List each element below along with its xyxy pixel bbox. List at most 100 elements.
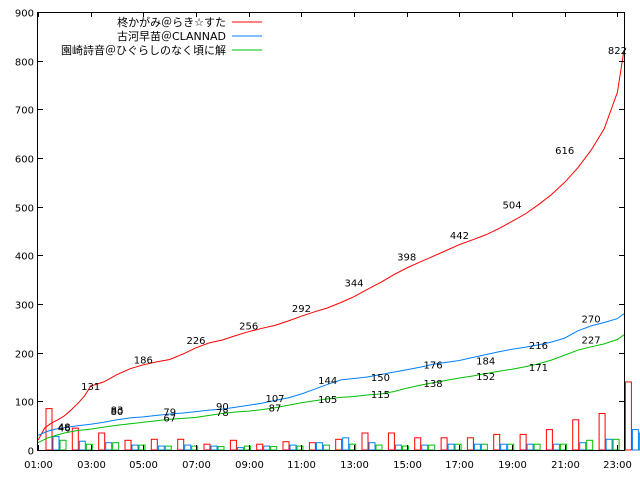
data-label: 292 — [292, 304, 311, 315]
data-label: 256 — [239, 321, 258, 332]
bar — [124, 439, 132, 451]
bar — [229, 439, 237, 451]
data-label: 138 — [424, 379, 443, 390]
data-label: 186 — [134, 356, 153, 367]
x-tick-label: 03:00 — [77, 460, 106, 471]
data-label: 131 — [81, 382, 100, 393]
bar — [256, 443, 264, 451]
data-label: 87 — [269, 404, 282, 415]
data-labels: 131 186 226 256 292 344 398 442 504 616 822 48 83 79 9… — [58, 46, 627, 435]
bar — [519, 433, 527, 451]
bar — [526, 443, 534, 451]
bar — [440, 437, 448, 451]
bar — [454, 443, 462, 451]
bar — [335, 438, 343, 451]
y-tick-label: 800 — [15, 58, 34, 69]
bar — [150, 438, 158, 451]
y-tick-label: 600 — [15, 155, 34, 166]
bar — [473, 443, 481, 451]
data-label: 67 — [163, 413, 176, 424]
data-label: 83 — [111, 406, 124, 417]
bar — [368, 442, 376, 451]
legend-label: 園崎詩音＠ひぐらしのなく頃に解 — [61, 43, 226, 57]
series-line — [37, 334, 625, 444]
bar — [98, 432, 106, 451]
data-label: 504 — [503, 201, 522, 212]
data-label: 171 — [529, 363, 548, 374]
bar — [217, 446, 225, 451]
bar — [177, 438, 185, 451]
x-tick-label: 19:00 — [498, 460, 527, 471]
data-label: 822 — [608, 46, 627, 57]
data-label: 227 — [582, 336, 601, 347]
data-label: 79 — [163, 408, 176, 419]
bar — [361, 432, 369, 451]
bar — [203, 443, 211, 451]
bar — [112, 442, 120, 451]
y-tick-label: 900 — [15, 9, 34, 20]
data-label: 216 — [529, 341, 548, 352]
x-tick-label: 11:00 — [287, 460, 316, 471]
bar — [342, 437, 350, 451]
bar — [78, 440, 86, 451]
bar — [605, 438, 613, 451]
bar — [624, 381, 632, 451]
x-tick-label: 13:00 — [340, 460, 369, 471]
data-label: 78 — [216, 408, 229, 419]
bar — [533, 443, 541, 451]
data-label: 616 — [555, 146, 574, 157]
bar — [394, 444, 402, 451]
bar — [375, 444, 383, 451]
bar — [322, 444, 330, 451]
y-tick-label: 300 — [15, 301, 34, 312]
hourly-bars — [45, 381, 640, 451]
bar — [52, 435, 60, 451]
bar — [428, 444, 436, 451]
bar — [612, 438, 620, 451]
plot-frame — [37, 12, 625, 451]
legend-label: 古河早苗＠CLANNAD — [117, 30, 226, 43]
y-tick-label: 700 — [15, 106, 34, 117]
y-tick-label: 500 — [15, 204, 34, 215]
bar — [315, 442, 323, 451]
bar — [631, 429, 639, 451]
bar — [263, 445, 271, 451]
data-label: 184 — [476, 357, 495, 368]
y-tick-label: 100 — [15, 398, 34, 409]
data-label: 150 — [371, 373, 390, 384]
bar — [164, 445, 172, 451]
bar — [466, 437, 474, 451]
x-axis: 01:00 03:00 05:00 07:00 09:00 11:00 13:00 15:00… — [24, 12, 632, 471]
x-tick-label: 17:00 — [445, 460, 474, 471]
bar — [236, 447, 244, 451]
data-label: 105 — [318, 395, 337, 406]
bar — [480, 443, 488, 451]
data-label: 398 — [397, 252, 416, 263]
bar — [131, 444, 139, 451]
bar — [638, 432, 640, 451]
bar — [586, 439, 594, 451]
legend-label: 柊かがみ＠らき☆すた — [117, 15, 226, 29]
data-label: 80 — [111, 407, 124, 418]
bar — [105, 442, 113, 451]
data-label: 48 — [58, 423, 71, 434]
data-label: 144 — [318, 376, 337, 387]
bar — [157, 445, 165, 451]
series-line — [37, 313, 625, 436]
x-tick-label: 05:00 — [129, 460, 158, 471]
bar — [296, 445, 304, 451]
bar — [447, 443, 455, 451]
y-tick-label: 200 — [15, 350, 34, 361]
bar — [500, 443, 508, 451]
bar — [282, 441, 290, 451]
bar — [493, 433, 501, 451]
bar — [598, 413, 606, 451]
data-label: 46 — [58, 424, 71, 435]
bar — [59, 439, 67, 451]
data-label: 152 — [476, 372, 495, 383]
bar — [579, 442, 587, 451]
data-label: 115 — [371, 390, 390, 401]
y-tick-label: 0 — [28, 447, 34, 458]
bar — [138, 444, 146, 451]
